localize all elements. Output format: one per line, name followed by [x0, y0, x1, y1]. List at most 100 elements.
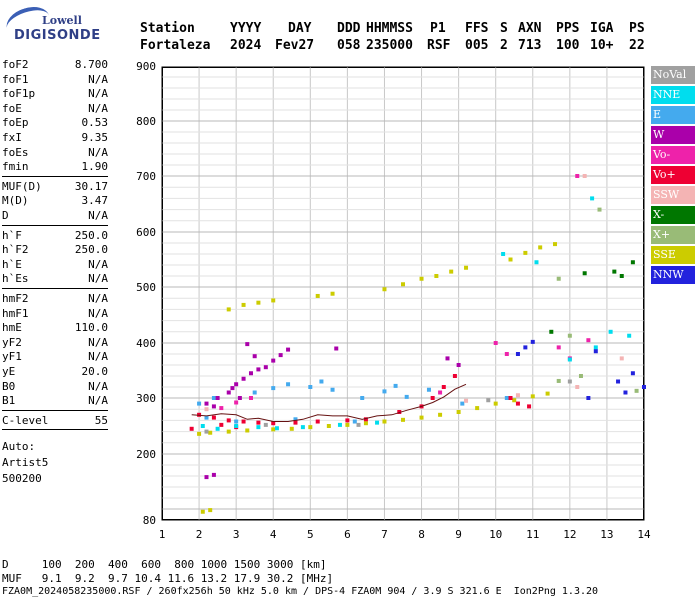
data-point-w: [237, 396, 242, 400]
data-point-nne: [300, 425, 305, 430]
data-point-ssw: [515, 393, 520, 398]
header-value-1: 2024: [230, 38, 262, 53]
header-label-11: PS: [629, 21, 645, 36]
param-value: 8.700: [74, 58, 108, 71]
data-point-nnw: [642, 385, 646, 389]
header-label-6: FFS: [465, 21, 489, 36]
param-row: hmF1 N/A: [2, 307, 108, 321]
param-row: hmF2 N/A: [2, 292, 108, 306]
data-point-vo-: [452, 374, 457, 378]
data-point-sse: [330, 291, 335, 296]
data-point-sse: [553, 242, 558, 247]
data-point-noval: [263, 422, 268, 427]
param-name: hmF1: [2, 306, 29, 320]
legend-item-nne: NNE: [651, 86, 695, 104]
param-name: h`E: [2, 257, 22, 271]
y-tick-label: 300: [136, 392, 156, 405]
data-point-sse: [508, 257, 513, 262]
data-point-sse: [200, 509, 205, 514]
param-value: 0.53: [81, 116, 109, 130]
legend: NoVal NNE E W Vo- Vo+ SSW X- X+ SSE NNW: [651, 66, 695, 286]
data-point-sse: [512, 398, 517, 403]
data-point-sse: [345, 422, 350, 427]
data-point-nne: [215, 426, 220, 431]
y-tick-label: 400: [136, 337, 156, 350]
data-point-e: [360, 396, 365, 400]
param-name: MUF(D): [2, 179, 42, 193]
param-value: 250.0: [74, 243, 108, 257]
param-row: h`Es N/A: [2, 272, 108, 286]
data-point-vo-: [315, 419, 320, 424]
data-point-nnw: [515, 352, 520, 356]
param-row: foEs N/A: [2, 146, 108, 160]
header-value-6: 005: [465, 38, 489, 53]
legend-item-x-: X+: [651, 226, 695, 244]
param-value: N/A: [88, 101, 108, 115]
data-point-ssw: [582, 174, 587, 178]
header-label-8: AXN: [518, 21, 542, 36]
data-point-w: [211, 472, 216, 477]
data-point-nnw: [616, 379, 621, 384]
param-value: N/A: [88, 272, 108, 286]
param-row: h`F 250.0: [2, 229, 108, 243]
param-row: fmin 1.90: [2, 160, 108, 174]
param-row: B1 N/A: [2, 394, 108, 408]
data-point-nne: [337, 422, 342, 427]
y-tick-label: 200: [136, 448, 156, 461]
header-label-0: Station: [140, 21, 195, 36]
data-point-x-: [556, 276, 561, 281]
param-name: hmE: [2, 321, 22, 335]
x-tick-label: 6: [344, 528, 351, 541]
param-divider: [2, 428, 108, 430]
data-point-vo-: [248, 396, 253, 400]
data-point-x-: [597, 207, 602, 212]
data-point-ssw: [464, 398, 469, 403]
param-name: fmin: [2, 160, 29, 174]
data-point-w: [256, 367, 261, 372]
muf-label: MUF: [2, 572, 22, 585]
data-point-noval: [356, 422, 361, 427]
param-row: h`F2 250.0: [2, 243, 108, 257]
data-point-noval: [204, 429, 209, 434]
data-point-sse: [419, 415, 424, 420]
data-point-x-: [582, 271, 587, 276]
data-point-sse: [208, 508, 213, 513]
data-point-noval: [567, 379, 572, 384]
param-value: N/A: [88, 379, 108, 393]
param-name: B1: [2, 394, 16, 408]
data-point-sse: [523, 250, 528, 255]
muf-row: MUF 9.1 9.2 9.7 10.4 11.6 13.2 17.9 30.2…: [2, 572, 333, 585]
param-name: yF1: [2, 350, 22, 364]
param-value: N/A: [88, 145, 108, 159]
header-value-7: 2: [500, 38, 508, 53]
distance-values: 100 200 400 600 800 1000 1500 3000 [km]: [41, 558, 327, 571]
data-point-sse: [401, 282, 405, 287]
auto-number: 500200: [2, 471, 42, 485]
logo-line1: Lowell: [42, 14, 82, 27]
data-point-sse: [493, 401, 498, 406]
data-point-sse: [382, 287, 387, 292]
header-label-2: DAY: [288, 21, 312, 36]
data-point-vo-: [189, 426, 194, 431]
x-tick-label: 11: [526, 528, 539, 541]
data-point-sse: [475, 406, 480, 411]
header-value-5: RSF: [427, 38, 451, 53]
data-point-vo-: [508, 396, 513, 400]
legend-item-noval: NoVal: [651, 66, 695, 84]
plot-frame: [161, 66, 645, 521]
data-point-nne: [608, 329, 613, 334]
data-point-vo-: [438, 390, 443, 395]
data-point-sse: [438, 412, 443, 417]
data-point-nne: [256, 425, 261, 430]
data-point-nnw: [523, 345, 528, 350]
param-name: foE: [2, 101, 22, 115]
clevel-label: C-level: [2, 413, 49, 427]
param-name: yF2: [2, 335, 22, 349]
param-name: M(D): [2, 194, 29, 208]
x-tick-label: 14: [637, 528, 651, 541]
data-point-x-: [619, 274, 624, 278]
data-point-sse: [315, 293, 320, 298]
data-point-w: [234, 382, 239, 387]
param-value: N/A: [88, 209, 108, 222]
y-tick-label: 800: [136, 115, 156, 128]
